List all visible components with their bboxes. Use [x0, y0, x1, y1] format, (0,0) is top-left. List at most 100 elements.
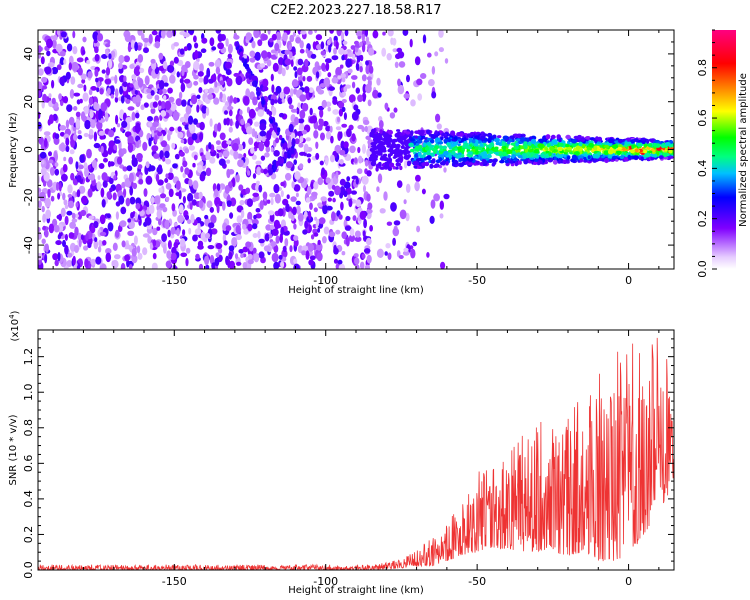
spectrogram-cell	[317, 227, 321, 233]
spectrogram-cell	[254, 121, 260, 127]
spectrogram-cell	[48, 159, 54, 164]
spectrogram-cell	[127, 218, 132, 223]
spectrogram-cell	[363, 185, 366, 193]
spectrogram-cell	[225, 117, 231, 126]
spectrogram-cell	[61, 173, 68, 182]
spectrogram-cell	[332, 109, 340, 115]
spectrogram-cell	[403, 129, 407, 133]
spectrogram-cell	[345, 58, 352, 68]
spectrogram-cell	[74, 226, 79, 237]
spectrogram-cell	[301, 250, 307, 256]
spectrogram-cell	[73, 133, 78, 141]
spectrogram-cell	[151, 30, 158, 36]
spectrogram-cell	[208, 222, 215, 229]
spectrogram-cell	[537, 143, 544, 149]
spectrogram-cell	[123, 188, 127, 198]
spectrogram-cell	[136, 45, 142, 51]
y-tick-label: 0.2	[22, 526, 35, 544]
spectrogram-cell	[443, 193, 450, 200]
spectrogram-cell	[51, 66, 59, 75]
spectrogram-cell	[84, 258, 89, 268]
spectrogram-cell	[463, 137, 467, 142]
spectrogram-cell	[259, 200, 264, 210]
spectrogram-cell	[354, 236, 362, 242]
spectrogram-cell	[170, 103, 177, 111]
spectrogram-cell	[158, 89, 163, 96]
spectrogram-cell	[282, 32, 288, 42]
spectrogram-cell	[392, 48, 398, 53]
spectrogram-cell	[617, 138, 624, 143]
spectrogram-cell	[114, 74, 118, 84]
spectrogram-cell	[363, 248, 371, 254]
spectrogram-cell	[299, 81, 304, 87]
spectrogram-cell	[267, 199, 271, 204]
spectrogram-cell	[320, 41, 325, 50]
spectrogram-cell	[56, 214, 62, 220]
spectrogram-x-label: Height of straight line (km)	[288, 285, 424, 296]
spectrogram-cell	[224, 110, 228, 115]
spectrogram-cell	[210, 214, 217, 224]
spectrogram-cell	[70, 76, 76, 85]
spectrogram-cell	[73, 92, 81, 97]
spectrogram-cell	[157, 131, 163, 137]
spectrogram-cell	[201, 105, 208, 114]
spectrogram-cell	[377, 173, 383, 184]
spectrogram-cell	[235, 225, 241, 234]
spectrogram-cell	[131, 154, 136, 161]
snr-x-ticks: -150 -100 -50 0	[52, 330, 660, 588]
spectrogram-cell	[399, 165, 403, 171]
spectrogram-cell	[364, 125, 368, 133]
spectrogram-cell	[366, 193, 371, 202]
spectrogram-cell	[164, 178, 169, 183]
spectrogram-cell	[157, 105, 162, 110]
spectrogram-cell	[409, 38, 413, 48]
spectrogram-cell	[340, 73, 347, 79]
spectrogram-cell	[366, 254, 372, 264]
spectrogram-cell	[258, 184, 263, 193]
spectrogram-cell	[609, 154, 613, 159]
spectrogram-cell	[149, 242, 153, 250]
spectrogram-cell	[439, 148, 443, 152]
spectrogram-cell	[247, 68, 252, 74]
spectrogram-cell	[386, 53, 392, 61]
spectrogram-cell	[94, 68, 99, 77]
spectrogram-cell	[225, 225, 232, 232]
spectrogram-cell	[310, 234, 315, 240]
spectrogram-cell	[65, 145, 70, 152]
y-tick-label: 0	[22, 146, 35, 153]
spectrogram-cell	[215, 252, 220, 258]
spectrogram-cell	[337, 259, 343, 265]
spectrogram-cell	[342, 40, 348, 45]
spectrogram-cell	[332, 98, 338, 105]
spectrogram-cell	[545, 134, 551, 140]
spectrogram-cell	[164, 100, 172, 111]
spectrogram-cell	[317, 65, 322, 71]
spectrogram-cell	[216, 153, 220, 159]
spectrogram-cell	[339, 159, 344, 165]
spectrogram-cell	[629, 149, 636, 154]
spectrogram-cell	[197, 223, 201, 231]
spectrogram-cell	[299, 94, 307, 102]
spectrogram-cell	[216, 183, 221, 192]
spectrogram-cell	[252, 96, 258, 106]
spectrogram-cell	[73, 106, 78, 111]
spectrogram-cell	[431, 65, 436, 75]
spectrogram-cell	[396, 129, 401, 132]
spectrogram-cell	[257, 39, 263, 47]
spectrogram-cell	[229, 95, 234, 104]
spectrogram-cell	[256, 166, 262, 176]
spectrogram-cell	[193, 74, 199, 80]
spectrogram-cell	[601, 155, 605, 159]
spectrogram-cell	[506, 149, 513, 155]
spectrogram-cell	[414, 181, 420, 192]
spectrogram-cell	[59, 131, 65, 137]
spectrogram-cell	[372, 151, 377, 157]
spectrogram-cell	[225, 61, 232, 69]
spectrogram-cell	[325, 131, 332, 140]
spectrogram-cell	[593, 145, 598, 151]
spectrogram-cell	[443, 139, 448, 144]
spectrogram-cell	[186, 43, 192, 51]
spectrogram-cell	[320, 132, 325, 141]
spectrogram-cell	[167, 172, 174, 181]
spectrogram-cell	[215, 242, 223, 250]
